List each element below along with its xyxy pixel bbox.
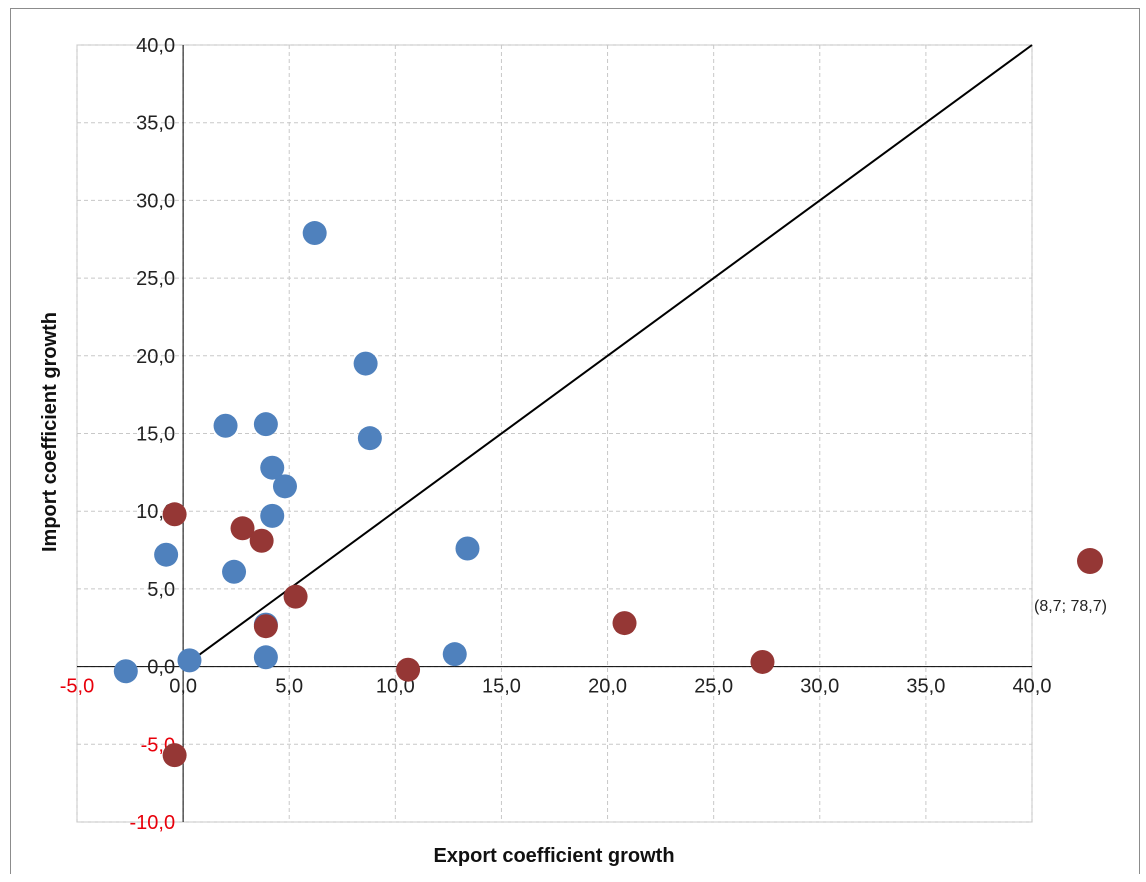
data-point-red bbox=[396, 657, 421, 682]
data-point-blue bbox=[357, 426, 382, 451]
data-point-red bbox=[162, 743, 187, 768]
y-tick-label: 40,0 bbox=[136, 35, 175, 57]
x-tick-label: 40,0 bbox=[1013, 676, 1052, 698]
y-tick-label: 25,0 bbox=[136, 268, 175, 290]
diagonal-reference-line bbox=[182, 44, 1033, 668]
y-tick-label: 5,0 bbox=[147, 579, 175, 601]
data-point-blue bbox=[302, 221, 327, 246]
data-point-blue bbox=[222, 559, 247, 584]
data-point-red bbox=[162, 502, 187, 527]
x-tick-label: 0,0 bbox=[169, 676, 197, 698]
data-point-blue bbox=[253, 645, 278, 670]
x-axis-title: Export coefficient growth bbox=[433, 845, 674, 867]
y-tick-label: 20,0 bbox=[136, 346, 175, 368]
data-point-red bbox=[283, 584, 308, 609]
y-tick-label: -10,0 bbox=[130, 812, 176, 834]
reference-line bbox=[182, 44, 1033, 668]
off-scale-point-label: (8,7; 78,7) bbox=[1034, 598, 1107, 615]
data-point-blue bbox=[253, 412, 278, 437]
x-tick-label: 20,0 bbox=[588, 676, 627, 698]
data-point-blue bbox=[154, 542, 179, 567]
axes bbox=[77, 45, 1032, 822]
x-tick-label: -5,0 bbox=[60, 676, 94, 698]
y-tick-label: 0,0 bbox=[147, 657, 175, 679]
data-point-blue bbox=[260, 503, 285, 528]
x-tick-label: 15,0 bbox=[482, 676, 521, 698]
data-point-red bbox=[230, 516, 255, 541]
data-point-blue bbox=[260, 455, 285, 480]
x-tick-label: 35,0 bbox=[906, 676, 945, 698]
data-point-blue bbox=[353, 351, 378, 376]
tick-labels: -5,0 0,0 5,0 10,0 15,0 20,0 25,0 30,0 35,0 40,0-1… bbox=[60, 35, 1052, 834]
x-tick-label: 25,0 bbox=[694, 676, 733, 698]
x-tick-label: 30,0 bbox=[800, 676, 839, 698]
data-point-red bbox=[612, 611, 637, 636]
data-point-blue bbox=[213, 413, 238, 438]
data-point-blue bbox=[455, 536, 480, 561]
data-point-blue bbox=[113, 659, 138, 684]
data-point-red-off-scale bbox=[1077, 548, 1103, 574]
data-point-blue bbox=[272, 474, 297, 499]
chart-frame bbox=[10, 8, 1140, 874]
y-tick-label: 30,0 bbox=[136, 190, 175, 212]
data-point-blue bbox=[177, 648, 202, 673]
y-tick-label: 15,0 bbox=[136, 424, 175, 446]
data-point-red bbox=[750, 649, 775, 674]
data-points bbox=[113, 221, 1103, 768]
data-point-red bbox=[249, 528, 274, 553]
y-axis-title: Import coefficient growth bbox=[39, 312, 61, 552]
x-tick-label: 5,0 bbox=[275, 676, 303, 698]
data-point-red bbox=[253, 614, 278, 639]
y-tick-label: 35,0 bbox=[136, 113, 175, 135]
data-point-blue bbox=[442, 642, 467, 667]
